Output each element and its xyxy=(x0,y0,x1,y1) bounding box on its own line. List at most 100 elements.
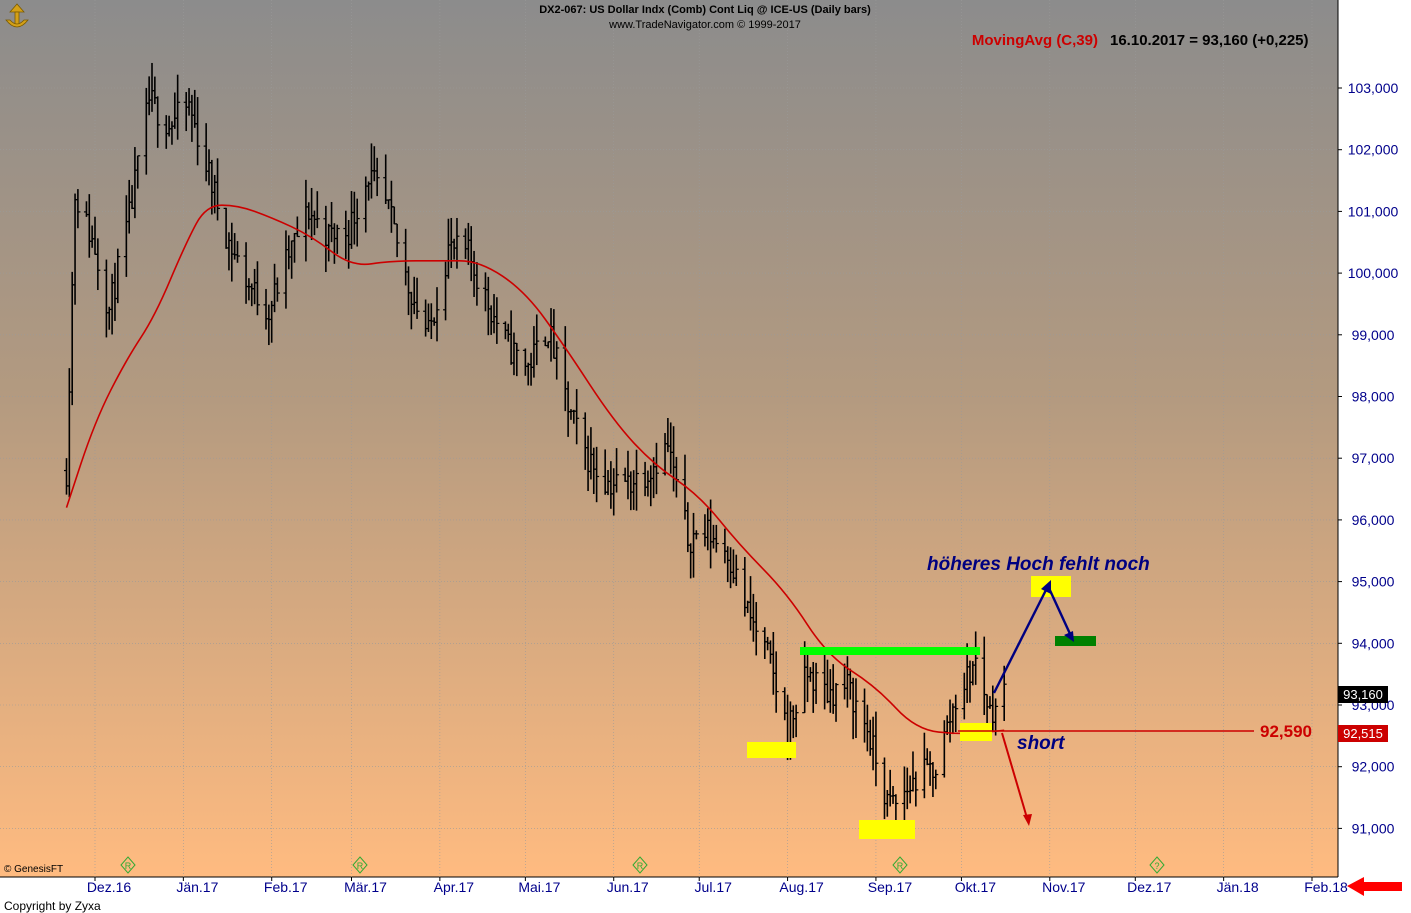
event-marker-icon: ? xyxy=(1149,856,1165,874)
ohlc-bar xyxy=(853,678,859,739)
last-price-text: 93,160 xyxy=(1343,687,1383,702)
x-tick-label: Feb.17 xyxy=(264,879,308,895)
ohlc-bar xyxy=(274,277,280,302)
plot-background xyxy=(0,0,1338,877)
arrow-up-icon xyxy=(992,580,1074,694)
ohlc-bar xyxy=(614,448,620,493)
ohlc-bar xyxy=(993,698,999,736)
y-tick-label: 95,000 xyxy=(1352,574,1395,590)
ohlc-bar xyxy=(215,158,221,221)
x-tick-label: Mär.17 xyxy=(344,879,387,895)
trade-navigator-logo xyxy=(5,3,29,28)
price-axis-panel xyxy=(1338,0,1411,877)
ohlc-bar xyxy=(474,262,480,306)
ohlc-bar xyxy=(175,74,181,140)
x-tick-label: Jun.17 xyxy=(607,879,649,895)
svg-text:R: R xyxy=(357,861,364,871)
ohlc-bar xyxy=(973,631,979,685)
x-tick-label: Jul.17 xyxy=(695,879,733,895)
y-tick-label: 103,000 xyxy=(1348,80,1399,96)
x-tick-label: Jän.17 xyxy=(176,879,218,895)
ohlc-bar xyxy=(574,389,580,445)
low-box-sep xyxy=(859,820,915,839)
x-tick-label: Dez.16 xyxy=(87,879,132,895)
ohlc-bar xyxy=(314,191,320,229)
event-marker-icon: R xyxy=(632,856,648,874)
x-tick-label: Sep.17 xyxy=(868,879,913,895)
ohlc-bar xyxy=(434,287,440,342)
y-tick-label: 102,000 xyxy=(1348,142,1399,158)
ohlc-bar xyxy=(634,449,640,511)
ohlc-bar xyxy=(534,314,540,366)
ohlc-bar xyxy=(494,297,500,344)
x-tick-label: Okt.17 xyxy=(955,879,996,895)
ohlc-bar xyxy=(933,769,939,790)
ohlc-bar xyxy=(793,704,799,738)
ohlc-bar xyxy=(653,442,659,495)
x-tick-label: Nov.17 xyxy=(1042,879,1086,895)
ohlc-bar xyxy=(833,683,839,722)
svg-text:R: R xyxy=(637,861,644,871)
y-tick-label: 96,000 xyxy=(1352,512,1395,528)
y-tick-label: 97,000 xyxy=(1352,450,1395,466)
ohlc-bar xyxy=(254,261,260,316)
ohlc-bar xyxy=(713,524,719,553)
ohlc-bar xyxy=(374,157,380,197)
scroll-arrow-icon[interactable] xyxy=(1347,877,1402,896)
genesis-credit: © GenesisFT xyxy=(4,864,63,875)
indicator-value: 16.10.2017 = 93,160 (+0,225) xyxy=(1110,32,1309,49)
svg-text:R: R xyxy=(125,861,132,871)
ohlc-bar xyxy=(294,216,300,238)
ohlc-bar xyxy=(414,277,420,319)
short-text: short xyxy=(1017,733,1065,754)
x-tick-label: Jän.18 xyxy=(1217,879,1259,895)
ohlc-bar xyxy=(733,554,739,586)
y-tick-label: 94,000 xyxy=(1352,635,1395,651)
ohlc-bar xyxy=(155,96,161,148)
resistance-line xyxy=(800,647,980,655)
ohlc-bar xyxy=(953,694,959,732)
ohlc-bar xyxy=(773,651,779,713)
ohlc-bar xyxy=(873,711,879,787)
copyright-text: Copyright by Zyxa xyxy=(4,899,101,913)
ohlc-bar xyxy=(115,248,121,304)
ohlc-bars xyxy=(63,62,1007,824)
higher-high-text: höheres Hoch fehlt noch xyxy=(927,554,1150,575)
y-tick-label: 100,000 xyxy=(1348,265,1399,281)
svg-text:?: ? xyxy=(1154,861,1159,871)
x-tick-label: Feb.18 xyxy=(1304,879,1348,895)
ohlc-bar xyxy=(554,341,560,380)
grid xyxy=(0,0,1338,877)
y-tick-label: 92,000 xyxy=(1352,759,1395,775)
ohlc-bar xyxy=(135,155,141,189)
time-axis-labels: Dez.16 Jän.17 Feb.17 Mär.17 Apr.17 Mai.17 Jun.… xyxy=(87,877,1348,895)
arrow-down-icon xyxy=(1001,732,1032,826)
ma-value-badge xyxy=(1338,725,1388,742)
ohlc-bar xyxy=(95,238,101,291)
y-tick-label: 99,000 xyxy=(1352,327,1395,343)
event-marker-icon: R xyxy=(352,856,368,874)
ohlc-bar xyxy=(195,97,201,166)
y-tick-label: 101,000 xyxy=(1348,203,1399,219)
ohlc-bar xyxy=(813,662,819,704)
ohlc-bar xyxy=(913,771,919,807)
ohlc-bar xyxy=(594,446,600,503)
support-box xyxy=(960,723,992,741)
event-marker-icon: R xyxy=(120,856,136,874)
ohlc-bar xyxy=(394,223,400,258)
event-marker-icon: R xyxy=(892,856,908,874)
y-tick-label: 98,000 xyxy=(1352,389,1395,405)
ohlc-bar xyxy=(693,530,699,540)
x-tick-label: Dez.17 xyxy=(1127,879,1172,895)
ma-value-text: 92,515 xyxy=(1343,726,1383,741)
moving-average-line xyxy=(65,204,1005,735)
x-tick-label: Mai.17 xyxy=(518,879,560,895)
low-box-aug xyxy=(747,742,796,758)
y-tick-label: 91,000 xyxy=(1352,820,1395,836)
ohlc-bar xyxy=(753,602,759,656)
x-tick-label: Aug.17 xyxy=(779,879,824,895)
ohlc-bar xyxy=(334,224,340,254)
chart-source: www.TradeNavigator.com © 1999-2017 xyxy=(608,19,801,31)
chart-title: DX2-067: US Dollar Indx (Comb) Cont Liq … xyxy=(539,4,871,16)
